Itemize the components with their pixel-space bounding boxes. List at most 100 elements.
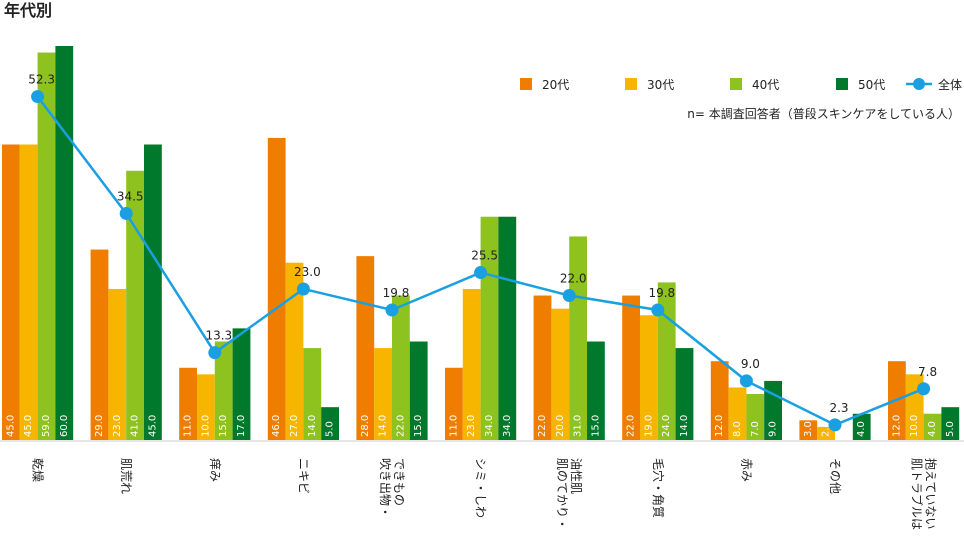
- category-label: 肌荒れ: [119, 458, 133, 494]
- bar-value-label: 15.0: [218, 415, 229, 437]
- legend: 20代 30代 40代 50代 全体: [520, 77, 962, 92]
- legend-label: 30代: [647, 78, 674, 92]
- bar-4-30代: [285, 262, 304, 440]
- bar-11-40代: [923, 413, 942, 440]
- category-label: 赤み: [739, 458, 753, 482]
- chart-title: 年代別: [4, 1, 52, 20]
- bar-value-label: 4.0: [927, 421, 938, 437]
- legend-swatch-20代: [520, 78, 532, 90]
- overall-value-label: 25.5: [471, 249, 498, 263]
- bar-10-30代: [817, 426, 835, 440]
- bar-value-label: 34.0: [502, 415, 513, 437]
- bar-4-40代: [303, 348, 322, 440]
- bar-7-20代: [533, 295, 552, 440]
- bar-value-label: 17.0: [236, 415, 247, 437]
- overall-point: [31, 90, 45, 104]
- bar-value-label: 45.0: [5, 415, 16, 437]
- overall-point: [296, 282, 310, 296]
- bar-value-label: 19.0: [643, 415, 654, 437]
- category-label: 抱えていない: [924, 458, 939, 529]
- bar-value-label: 8.0: [732, 421, 743, 437]
- bar-value-label: 22.0: [537, 415, 548, 437]
- category-label: 肌のてかり・: [555, 458, 569, 530]
- bar-3-50代: [232, 328, 251, 440]
- bar-1-50代: [55, 46, 74, 440]
- bar-value-label: 23.0: [112, 415, 123, 437]
- bar-value-label: 12.0: [714, 415, 725, 437]
- bar-value-label: 14.0: [378, 415, 389, 437]
- bar-value-label: 46.0: [271, 415, 282, 437]
- category-label: 油性肌: [569, 458, 583, 494]
- bar-8-30代: [640, 315, 658, 440]
- bar-4-50代: [321, 407, 339, 440]
- bar-9-40代: [746, 394, 765, 440]
- overall-point: [917, 382, 931, 396]
- legend-swatch-50代: [836, 78, 848, 90]
- bar-value-label: 2.0: [821, 421, 832, 437]
- bar-value-label: 9.0: [768, 421, 779, 437]
- bar-8-20代: [622, 295, 640, 440]
- bar-7-30代: [551, 308, 570, 440]
- overall-value-label: 23.0: [294, 265, 321, 279]
- bar-value-label: 23.0: [466, 415, 477, 437]
- bar-1-30代: [19, 144, 38, 440]
- bar-value-label: 15.0: [590, 415, 601, 437]
- bar-10-50代: [852, 413, 871, 440]
- bar-2-40代: [126, 170, 144, 440]
- bar-3-20代: [179, 367, 197, 440]
- bar-value-label: 0.0: [838, 421, 849, 437]
- category-label: その他: [828, 458, 842, 494]
- bar-value-label: 60.0: [59, 415, 70, 437]
- x-labels-layer: 乾燥 肌荒れ 痒み ニキビ 吹き出物・ できもの シミ・しわ 肌のてかり・ 油性肌 毛穴・角質 赤み…: [31, 458, 939, 530]
- legend-label: 全体: [938, 77, 962, 92]
- bar-3-40代: [214, 341, 233, 440]
- category-label: 乾燥: [31, 458, 45, 482]
- bar-value-label: 5.0: [945, 421, 956, 437]
- bar-value-label: 31.0: [573, 415, 584, 437]
- bar-value-label: 11.0: [448, 415, 459, 437]
- overall-value-label: 19.8: [383, 286, 410, 300]
- overall-value-label: 2.3: [829, 401, 848, 415]
- bar-value-label: 7.0: [750, 421, 761, 437]
- bar-5-20代: [356, 256, 375, 440]
- bar-value-label: 27.0: [289, 415, 300, 437]
- bar-value-label: 24.0: [661, 415, 672, 437]
- bar-10-20代: [799, 420, 818, 440]
- bar-9-20代: [710, 361, 729, 440]
- legend-swatch-40代: [730, 78, 742, 90]
- bar-value-label: 20.0: [555, 415, 566, 437]
- bar-9-30代: [728, 387, 747, 440]
- bar-2-50代: [144, 144, 162, 440]
- bar-value-label: 14.0: [307, 415, 318, 437]
- overall-point: [739, 374, 753, 388]
- bar-6-50代: [498, 216, 517, 440]
- bar-value-label: 14.0: [679, 415, 690, 437]
- bar-value-label: 15.0: [413, 415, 424, 437]
- bar-value-label: 10.0: [909, 415, 920, 437]
- overall-point: [385, 303, 399, 317]
- legend-label: 20代: [542, 78, 569, 92]
- bar-5-50代: [409, 341, 428, 440]
- bar-value-label: 12.0: [891, 415, 902, 437]
- category-label: 肌トラブルは: [910, 458, 925, 530]
- bar-value-label: 4.0: [856, 421, 867, 437]
- line-layer: 52.3 34.5 13.3 23.0 19.8 25.5 22.0 19.8 9.0 2.3 7.…: [28, 73, 937, 432]
- overall-point: [828, 418, 842, 432]
- bar-value-label: 59.0: [41, 415, 52, 437]
- category-label: できもの: [392, 458, 406, 506]
- bar-value-label: 29.0: [94, 415, 105, 437]
- bar-value-label: 5.0: [325, 421, 336, 437]
- category-label: 毛穴・角質: [651, 458, 666, 518]
- bar-1-20代: [2, 144, 20, 440]
- category-label: ニキビ: [296, 458, 310, 494]
- overall-value-label: 34.5: [117, 189, 144, 203]
- overall-point: [119, 206, 133, 220]
- overall-value-label: 19.8: [648, 286, 675, 300]
- overall-value-label: 7.8: [918, 365, 937, 379]
- category-label: シミ・しわ: [474, 458, 488, 518]
- overall-value-label: 22.0: [560, 272, 587, 286]
- sample-note: n= 本調査回答者（普段スキンケアをしている人）: [687, 106, 960, 121]
- bar-value-label: 45.0: [23, 415, 34, 437]
- bar-11-50代: [941, 407, 960, 440]
